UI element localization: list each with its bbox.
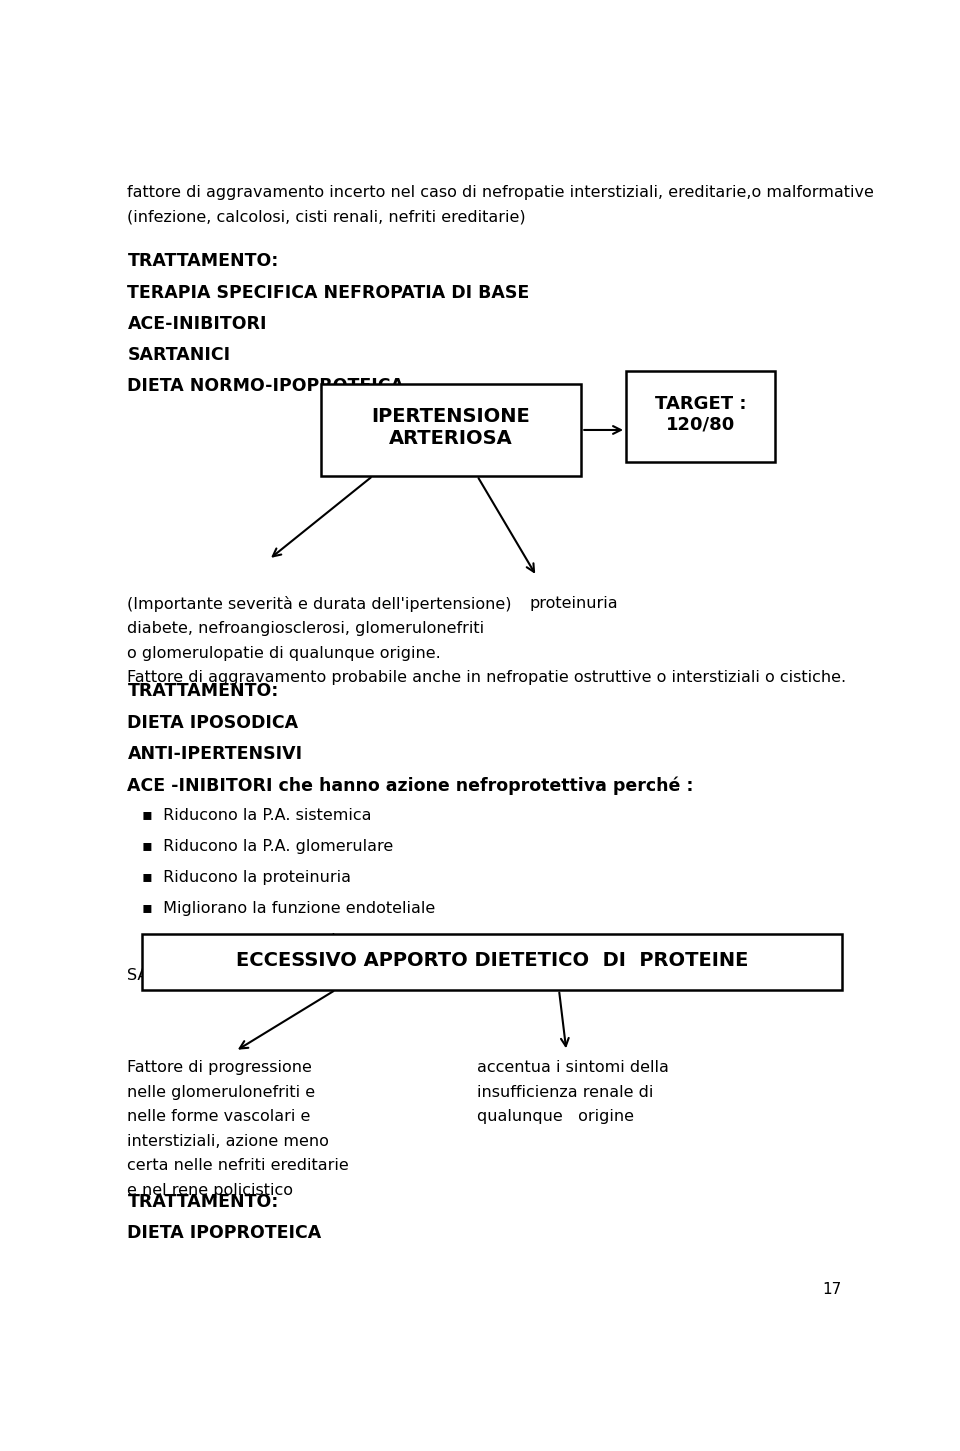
Bar: [321, 385, 581, 476]
Bar: [142, 934, 842, 990]
Text: nelle glomerulonefriti e: nelle glomerulonefriti e: [128, 1085, 316, 1100]
Text: fattore di aggravamento incerto nel caso di nefropatie interstiziali, ereditarie: fattore di aggravamento incerto nel caso…: [128, 186, 875, 200]
Text: interstiziali, azione meno: interstiziali, azione meno: [128, 1133, 329, 1149]
Text: DIETA NORMO-IPOPROTEICA: DIETA NORMO-IPOPROTEICA: [128, 377, 404, 396]
Text: SARTANICI: ancora da dimostrare la equivalenza con ACEi: SARTANICI: ancora da dimostrare la equiv…: [128, 968, 592, 984]
Text: TERAPIA SPECIFICA NEFROPATIA DI BASE: TERAPIA SPECIFICA NEFROPATIA DI BASE: [128, 283, 530, 302]
Text: ACE-INIBITORI: ACE-INIBITORI: [128, 315, 267, 332]
Text: nelle forme vascolari e: nelle forme vascolari e: [128, 1109, 311, 1125]
Text: (Importante severità e durata dell'ipertensione): (Importante severità e durata dell'ipert…: [128, 596, 512, 612]
Text: ▪  Migliorano la funzione endoteliale: ▪ Migliorano la funzione endoteliale: [142, 901, 436, 917]
Text: TARGET :
120/80: TARGET : 120/80: [655, 395, 746, 434]
Text: TRATTAMENTO:: TRATTAMENTO:: [128, 682, 278, 701]
Text: qualunque   origine: qualunque origine: [477, 1109, 635, 1125]
Text: proteinuria: proteinuria: [529, 596, 618, 611]
Text: e nel rene policistico: e nel rene policistico: [128, 1183, 294, 1199]
Text: Fattore di progressione: Fattore di progressione: [128, 1061, 312, 1075]
Text: ▪  Riducono la proteinuria: ▪ Riducono la proteinuria: [142, 871, 351, 885]
Text: ▪  Riducono l'iperattività simpatica: ▪ Riducono l'iperattività simpatica: [142, 933, 423, 949]
Text: o glomerulopatie di qualunque origine.: o glomerulopatie di qualunque origine.: [128, 646, 442, 660]
Text: ACE -INIBITORI che hanno azione nefroprotettiva perché :: ACE -INIBITORI che hanno azione nefropro…: [128, 776, 694, 795]
Text: DIETA IPOPROTEICA: DIETA IPOPROTEICA: [128, 1225, 322, 1242]
Text: ▪  Riducono la P.A. glomerulare: ▪ Riducono la P.A. glomerulare: [142, 839, 394, 853]
Text: DIETA IPOSODICA: DIETA IPOSODICA: [128, 714, 299, 731]
Text: Fattore di aggravamento probabile anche in nefropatie ostruttive o interstiziali: Fattore di aggravamento probabile anche …: [128, 670, 847, 685]
Text: ECCESSIVO APPORTO DIETETICO  DI  PROTEINE: ECCESSIVO APPORTO DIETETICO DI PROTEINE: [236, 952, 748, 971]
Text: insufficienza renale di: insufficienza renale di: [477, 1085, 654, 1100]
Text: TRATTAMENTO:: TRATTAMENTO:: [128, 1193, 278, 1212]
Text: certa nelle nefriti ereditarie: certa nelle nefriti ereditarie: [128, 1158, 349, 1174]
Text: ANTI-IPERTENSIVI: ANTI-IPERTENSIVI: [128, 744, 302, 763]
Text: IPERTENSIONE
ARTERIOSA: IPERTENSIONE ARTERIOSA: [372, 408, 531, 448]
Text: TRATTAMENTO:: TRATTAMENTO:: [128, 252, 278, 270]
Text: SARTANICI: SARTANICI: [128, 347, 230, 364]
Text: diabete, nefroangiosclerosi, glomerulonefriti: diabete, nefroangiosclerosi, glomerulone…: [128, 621, 485, 636]
Text: ▪  Riducono la P.A. sistemica: ▪ Riducono la P.A. sistemica: [142, 808, 372, 823]
Text: accentua i sintomi della: accentua i sintomi della: [477, 1061, 669, 1075]
Text: 17: 17: [823, 1283, 842, 1297]
Bar: [626, 371, 775, 463]
Text: (infezione, calcolosi, cisti renali, nefriti ereditarie): (infezione, calcolosi, cisti renali, nef…: [128, 210, 526, 225]
